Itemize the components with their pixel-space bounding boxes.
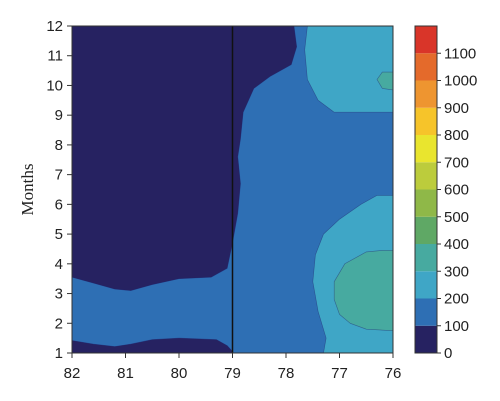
y-tick-label: 2 [55, 315, 63, 332]
colorbar-tick-label: 100 [444, 318, 469, 335]
colorbar-segment [415, 162, 437, 190]
colorbar-segment [415, 189, 437, 217]
colorbar-segment [415, 244, 437, 272]
x-tick-label: 78 [278, 365, 295, 382]
y-tick-label: 12 [46, 18, 63, 35]
contour-region-300-400-1 [376, 71, 393, 91]
colorbar-segment [415, 80, 437, 108]
colorbar-tick-label: 900 [444, 100, 469, 117]
colorbar-tick-label: 0 [444, 345, 452, 362]
y-axis-title: Months [18, 164, 37, 216]
y-tick-label: 10 [46, 77, 63, 94]
y-tick-label: 4 [55, 256, 63, 273]
contour-region-300-400-0 [333, 250, 393, 332]
x-tick-label: 77 [331, 365, 348, 382]
colorbar-tick-label: 600 [444, 182, 469, 199]
colorbar-tick-label: 200 [444, 291, 469, 308]
colorbar-tick-label: 700 [444, 154, 469, 171]
y-tick-label: 7 [55, 167, 63, 184]
x-tick-label: 80 [171, 365, 188, 382]
colorbar-segment [415, 107, 437, 135]
y-tick-label: 5 [55, 226, 63, 243]
x-tick-label: 76 [385, 365, 402, 382]
colorbar-tick-label: 1000 [444, 73, 477, 90]
colorbar-tick-label: 500 [444, 209, 469, 226]
y-tick-label: 6 [55, 196, 63, 213]
x-tick-label: 81 [117, 365, 134, 382]
colorbar-segment [415, 325, 437, 353]
colorbar-tick-label: 1100 [444, 45, 476, 62]
contour-region-0-100-1 [72, 337, 233, 353]
colorbar-tick-label: 800 [444, 127, 469, 144]
colorbar-segment [415, 298, 437, 326]
y-tick-label: 11 [47, 48, 63, 65]
x-tick-label: 79 [224, 365, 241, 382]
y-tick-label: 9 [55, 107, 63, 124]
y-tick-label: 3 [55, 286, 63, 303]
contour-region-200-300-0 [304, 26, 393, 113]
colorbar-segment [415, 135, 437, 163]
colorbar-segment [415, 26, 437, 54]
colorbar-tick-label: 400 [444, 236, 469, 253]
x-tick-label: 82 [64, 365, 81, 382]
y-tick-label: 1 [55, 345, 63, 362]
y-tick-label: 8 [55, 137, 63, 154]
contour-region-0-100-0 [72, 26, 298, 291]
colorbar-segment [415, 271, 437, 299]
colorbar-tick-label: 300 [444, 263, 469, 280]
colorbar-segment [415, 216, 437, 244]
colorbar-segment [415, 53, 437, 81]
